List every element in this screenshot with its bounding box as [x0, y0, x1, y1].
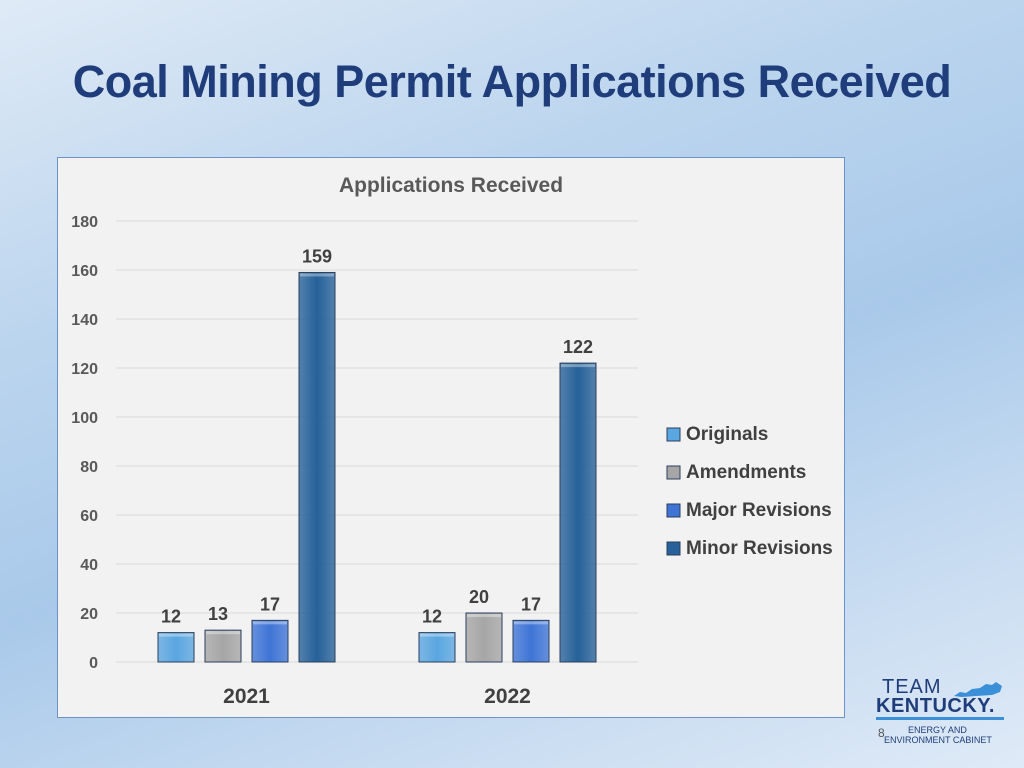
bar-highlight	[467, 614, 501, 617]
bar-minor-revisions-2021	[298, 271, 336, 663]
data-label: 12	[161, 607, 181, 627]
y-tick-label: 80	[80, 459, 98, 476]
y-tick-label: 20	[80, 606, 98, 623]
legend-swatch-originals	[666, 427, 681, 442]
legend-label: Amendments	[686, 462, 806, 483]
legend-label: Originals	[686, 424, 768, 445]
bar-originals-2022	[418, 632, 456, 663]
logo-subtitle-1: ENERGY AND	[908, 725, 967, 735]
y-tick-label: 60	[80, 508, 98, 525]
bar-amendments-2021	[204, 629, 242, 663]
legend-swatch-major-revisions	[666, 503, 681, 518]
bar-highlight	[206, 631, 240, 635]
y-tick-label: 40	[80, 557, 98, 574]
data-label: 122	[563, 337, 593, 357]
bar-highlight	[420, 633, 454, 637]
data-label: 17	[521, 594, 541, 614]
x-category-label: 2022	[484, 685, 531, 708]
data-label: 20	[469, 587, 489, 607]
data-label: 17	[260, 594, 280, 614]
logo-team-text: TEAM	[882, 676, 942, 698]
bar-minor-revisions-2022	[559, 362, 597, 663]
x-category-label: 2021	[223, 685, 270, 708]
slide-title: Coal Mining Permit Applications Received	[72, 56, 952, 107]
logo-subtitle-2: ENVIRONMENT CABINET	[884, 735, 992, 745]
y-tick-label: 100	[71, 410, 98, 427]
chart-title: Applications Received	[339, 174, 563, 197]
bar-chart: Applications Received 0 20 40 60 80 100 120 140 1…	[71, 174, 833, 708]
legend-label: Minor Revisions	[686, 538, 833, 559]
data-label: 159	[302, 246, 332, 266]
y-tick-label: 140	[71, 312, 98, 329]
bar-highlight	[253, 621, 287, 625]
team-kentucky-logo: TEAM KENTUCKY. ENERGY AND ENVIRONMENT CA…	[874, 676, 1006, 746]
legend-swatch-amendments	[666, 465, 681, 480]
bar-major-revisions-2021	[251, 619, 289, 663]
data-label: 13	[208, 604, 228, 624]
bar-highlight	[514, 621, 548, 625]
y-tick-label: 160	[71, 263, 98, 280]
logo-divider	[876, 717, 1004, 720]
bar-highlight	[300, 273, 334, 277]
bar-highlight	[561, 364, 595, 368]
bar-highlight	[159, 633, 193, 637]
y-tick-label: 180	[71, 214, 98, 231]
data-label: 12	[422, 607, 442, 627]
kentucky-state-icon	[954, 682, 1002, 697]
y-tick-label: 120	[71, 361, 98, 378]
bar-major-revisions-2022	[512, 619, 550, 663]
chart-container: Applications Received 0 20 40 60 80 100 120 140 1…	[57, 157, 845, 718]
y-tick-label: 0	[89, 655, 98, 672]
legend-label: Major Revisions	[686, 500, 832, 521]
bar-amendments-2022	[465, 612, 503, 663]
bar-originals-2021	[157, 632, 195, 663]
page-number: 8	[878, 726, 885, 740]
logo-kentucky-text: KENTUCKY.	[876, 695, 995, 717]
legend-swatch-minor-revisions	[666, 541, 681, 556]
